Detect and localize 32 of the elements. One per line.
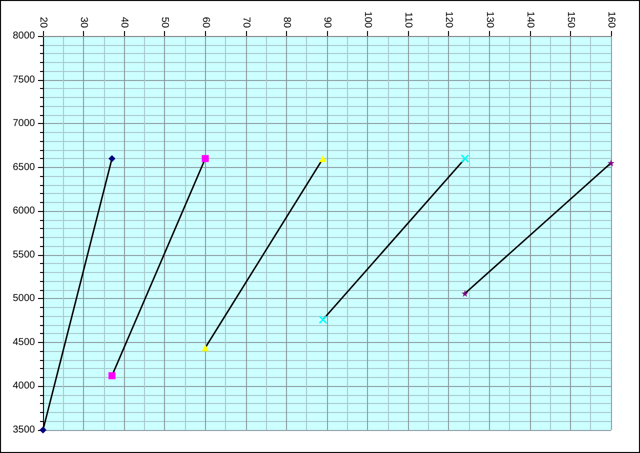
y-tick-label: 5500: [12, 249, 36, 260]
x-tick-label: 90: [322, 16, 332, 28]
y-tick-label: 7000: [12, 118, 36, 130]
y-tick-label: 8000: [12, 30, 36, 42]
x-tick-label: 120: [443, 11, 454, 28]
x-tick-label: 70: [240, 16, 252, 28]
point: [608, 159, 614, 166]
y-tick-label: 5000: [12, 293, 36, 304]
point: [108, 155, 116, 162]
y-tick-label: 7500: [12, 74, 36, 86]
point: [460, 154, 470, 163]
point: [202, 155, 209, 162]
y-tick-label: 4500: [12, 336, 36, 348]
x-tick-label: 110: [402, 12, 414, 28]
point: [461, 290, 468, 297]
x-tick-label: 40: [118, 16, 130, 28]
x-tick-label: 60: [200, 16, 211, 28]
y-tick-label: 6000: [12, 206, 36, 217]
y-tick-label: 6500: [12, 162, 36, 173]
point: [318, 315, 328, 324]
x-tick-label: 130: [484, 11, 495, 28]
x-tick-label: 140: [524, 11, 536, 28]
y-tick-label: 4000: [12, 380, 36, 392]
x-tick-label: 30: [78, 16, 90, 28]
x-tick-label: 20: [38, 16, 48, 28]
x-tick-label: 160: [606, 11, 616, 28]
point: [108, 372, 116, 380]
x-tick-label: 80: [280, 16, 292, 28]
x-tick-label: 100: [362, 11, 374, 28]
y-tick-label: 3500: [12, 424, 36, 436]
x-tick-label: 50: [159, 16, 170, 28]
x-tick-label: 150: [564, 11, 576, 28]
